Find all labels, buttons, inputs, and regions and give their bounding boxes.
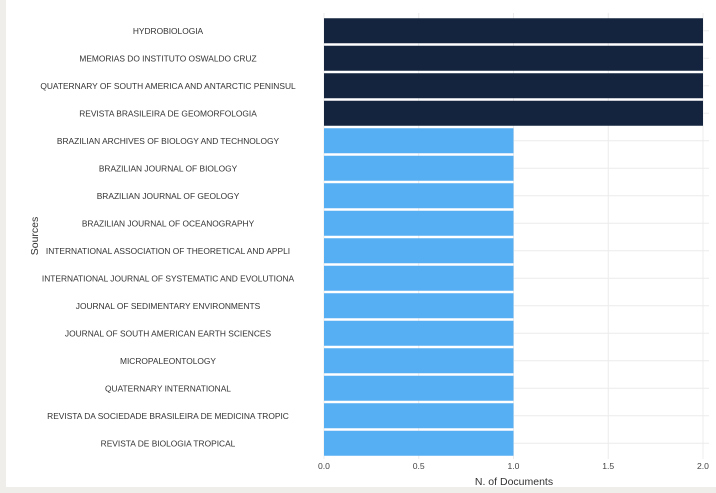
category-label: BRAZILIAN ARCHIVES OF BIOLOGY AND TECHNO… [57,136,280,146]
bar-chart: HYDROBIOLOGIA MEMORIAS DO INSTITUTO OSWAL… [29,13,709,487]
bar [324,320,514,346]
bar [324,155,514,181]
category-label: MICROPALEONTOLOGY [120,356,216,366]
x-tick-label: 2.0 [697,461,709,471]
bar [324,128,514,154]
bar [324,375,514,401]
chart-panel: HYDROBIOLOGIA MEMORIAS DO INSTITUTO OSWAL… [6,0,716,487]
bars [324,18,703,456]
category-label: QUATERNARY INTERNATIONAL [105,383,231,393]
category-label: HYDROBIOLOGIA [133,26,204,36]
category-label: MEMORIAS DO INSTITUTO OSWALDO CRUZ [79,53,256,63]
category-label: JOURNAL OF SEDIMENTARY ENVIRONMENTS [76,301,261,311]
bar [324,403,514,429]
x-tick-labels: 0.0 0.5 1.0 1.5 2.0 [318,461,709,471]
y-axis-title: Sources [29,217,41,256]
category-label: BRAZILIAN JOURNAL OF OCEANOGRAPHY [82,218,255,228]
x-tick-label: 0.5 [413,461,425,471]
category-label: REVISTA DE BIOLOGIA TROPICAL [101,438,236,448]
category-label: BRAZILIAN JOURNAL OF BIOLOGY [99,163,238,173]
bar [324,430,514,456]
x-tick-label: 0.0 [318,461,330,471]
category-label: JOURNAL OF SOUTH AMERICAN EARTH SCIENCES [65,328,272,338]
bar [324,210,514,236]
category-label: REVISTA BRASILEIRA DE GEOMORFOLOGIA [79,108,257,118]
bar [324,18,703,44]
bar [324,183,514,209]
x-axis-title: N. of Documents [475,476,553,487]
bar [324,293,514,319]
category-label: BRAZILIAN JOURNAL OF GEOLOGY [97,191,240,201]
x-tick-label: 1.5 [602,461,614,471]
category-label: INTERNATIONAL ASSOCIATION OF THEORETICAL… [46,246,290,256]
category-labels: HYDROBIOLOGIA MEMORIAS DO INSTITUTO OSWAL… [40,26,296,449]
category-label: REVISTA DA SOCIEDADE BRASILEIRA DE MEDIC… [47,411,289,421]
bar [324,238,514,264]
bar [324,100,703,126]
bar [324,73,703,99]
x-tick-label: 1.0 [508,461,520,471]
bar [324,45,703,71]
category-label: INTERNATIONAL JOURNAL OF SYSTEMATIC AND … [42,273,295,283]
bar [324,348,514,374]
bar [324,265,514,291]
category-label: QUATERNARY OF SOUTH AMERICA AND ANTARCTI… [40,81,296,91]
